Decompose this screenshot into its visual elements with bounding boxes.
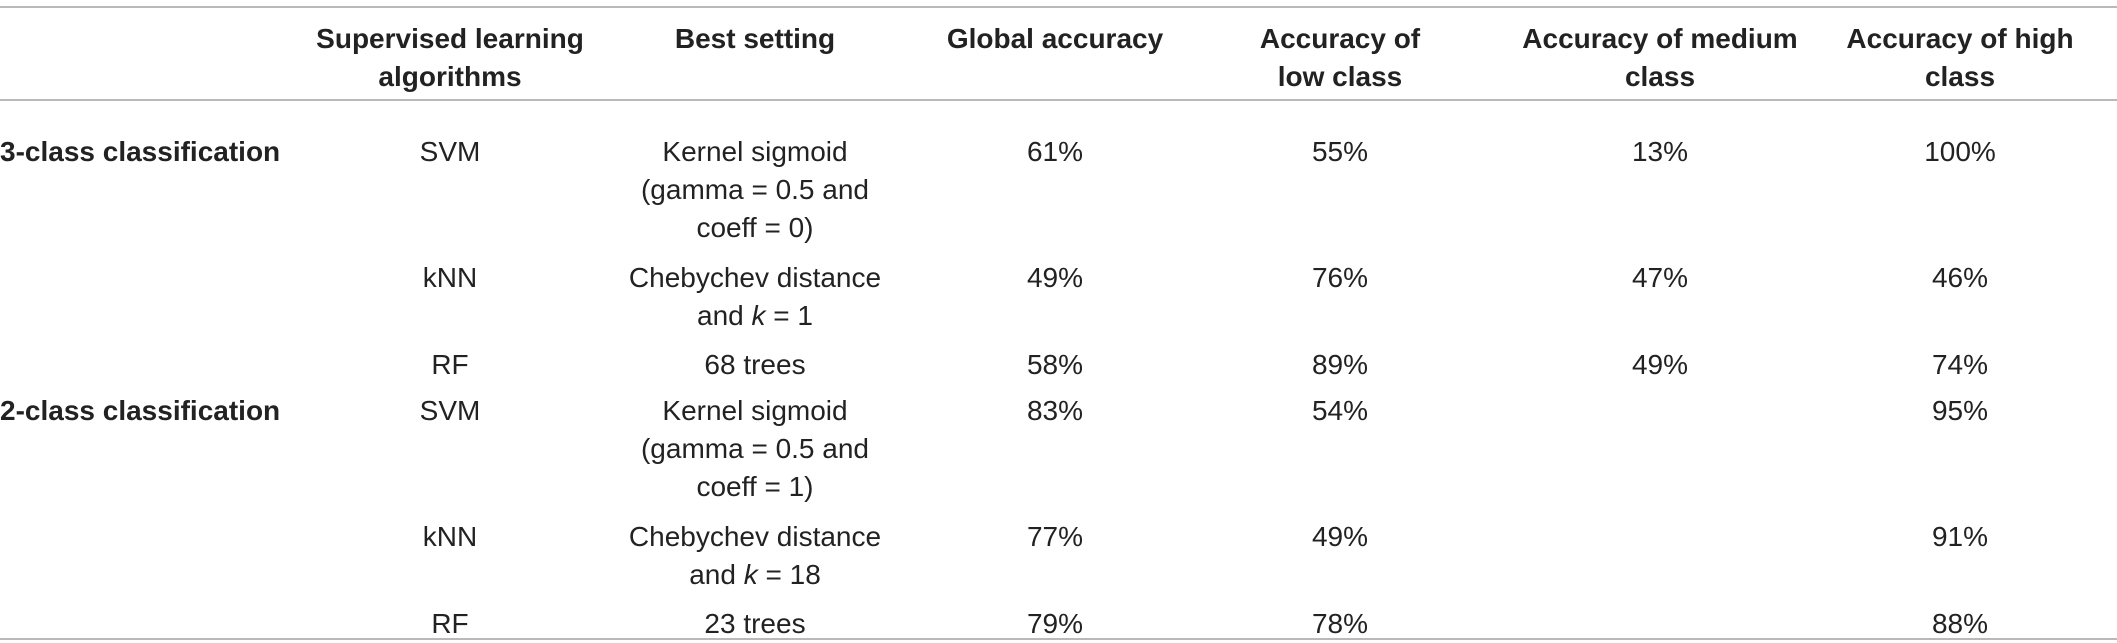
table-header-rule — [0, 99, 2117, 101]
global-accuracy-cell: 49% — [1026, 262, 1084, 293]
low-accuracy-cell: 76% — [1311, 262, 1369, 293]
medium-accuracy-cell: 13% — [1631, 136, 1689, 167]
setting-cell: Kernel sigmoid (gamma = 0.5 and coeff = … — [640, 395, 870, 502]
group-label-2class: 2-class classification — [0, 395, 281, 426]
group-label-3class: 3-class classification — [0, 136, 281, 167]
low-accuracy-cell: 89% — [1311, 349, 1369, 380]
algorithm-cell: kNN — [422, 262, 478, 293]
header-global-accuracy: Global accuracy — [946, 23, 1164, 54]
high-accuracy-cell: 100% — [1924, 136, 1996, 167]
high-accuracy-cell: 74% — [1931, 349, 1989, 380]
header-best-setting: Best setting — [674, 23, 836, 54]
table-top-rule — [0, 6, 2117, 8]
header-algorithms: Supervised learning algorithms — [316, 23, 584, 92]
global-accuracy-cell: 79% — [1026, 608, 1084, 639]
global-accuracy-cell: 58% — [1026, 349, 1084, 380]
setting-cell: 68 trees — [704, 349, 806, 380]
header-medium-class: Accuracy of medium class — [1522, 23, 1798, 92]
table-bottom-rule — [0, 638, 2117, 640]
header-high-class: Accuracy of high class — [1846, 23, 2074, 92]
algorithm-cell: SVM — [419, 395, 481, 426]
setting-cell: Chebychev distance and k = 18 — [628, 521, 882, 590]
low-accuracy-cell: 78% — [1311, 608, 1369, 639]
medium-accuracy-cell: 47% — [1631, 262, 1689, 293]
global-accuracy-cell: 61% — [1026, 136, 1084, 167]
low-accuracy-cell: 55% — [1311, 136, 1369, 167]
high-accuracy-cell: 88% — [1931, 608, 1989, 639]
high-accuracy-cell: 91% — [1931, 521, 1989, 552]
setting-cell: Kernel sigmoid (gamma = 0.5 and coeff = … — [640, 136, 870, 243]
low-accuracy-cell: 54% — [1311, 395, 1369, 426]
high-accuracy-cell: 95% — [1931, 395, 1989, 426]
algorithm-cell: RF — [431, 349, 469, 380]
medium-accuracy-cell: 49% — [1631, 349, 1689, 380]
algorithm-cell: SVM — [419, 136, 481, 167]
setting-cell: Chebychev distance and k = 1 — [628, 262, 882, 331]
low-accuracy-cell: 49% — [1311, 521, 1369, 552]
header-low-class: Accuracy of low class — [1259, 23, 1421, 92]
setting-cell: 23 trees — [704, 608, 806, 639]
algorithm-cell: kNN — [422, 521, 478, 552]
algorithm-cell: RF — [431, 608, 469, 639]
global-accuracy-cell: 77% — [1026, 521, 1084, 552]
global-accuracy-cell: 83% — [1026, 395, 1084, 426]
high-accuracy-cell: 46% — [1931, 262, 1989, 293]
